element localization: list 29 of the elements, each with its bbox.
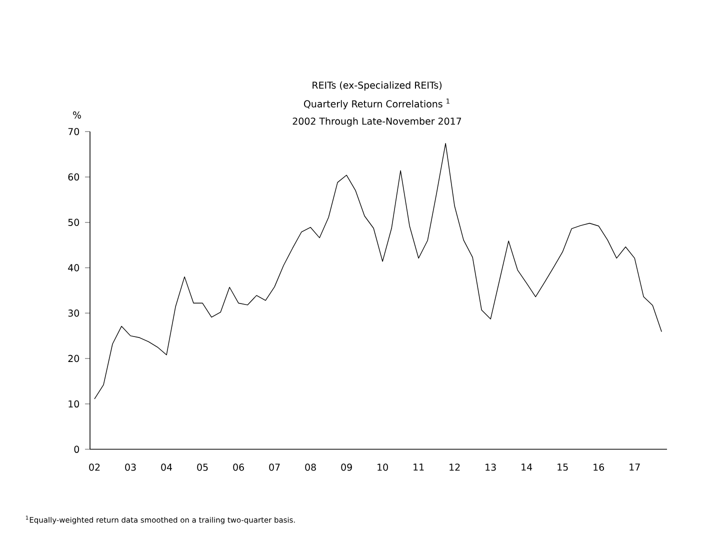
x-tick-label: 04 (161, 464, 172, 471)
x-tick-label: 14 (522, 464, 532, 471)
y-tick-label: 0 (74, 446, 80, 453)
y-tick-label: 70 (68, 128, 80, 136)
y-axis-title: % (73, 111, 81, 119)
x-tick-label: 15 (558, 464, 568, 471)
y-tick-label: 20 (68, 354, 80, 362)
y-tick-label: 60 (68, 173, 80, 181)
x-tick-label: 06 (233, 464, 244, 471)
x-tick-label: 13 (486, 464, 496, 471)
x-tick-label: 07 (269, 464, 280, 471)
chart-subtitle: Quarterly Return Correlations $^{1}$ (304, 98, 450, 110)
x-tick-label: 05 (197, 464, 208, 471)
y-tick-label: 10 (68, 400, 80, 408)
x-tick-label: 11 (414, 464, 424, 471)
x-tick-label: 09 (341, 464, 352, 471)
x-tick-label: 02 (89, 464, 100, 471)
x-tick-label: 17 (630, 464, 640, 471)
x-tick-label: 03 (125, 464, 136, 471)
y-tick-label: 40 (68, 264, 80, 272)
x-tick-label: 10 (378, 464, 388, 471)
y-tick-label: 30 (68, 310, 80, 317)
y-tick-label: 50 (68, 218, 80, 226)
x-tick-label: 12 (450, 464, 460, 471)
x-tick-label: 08 (305, 464, 316, 471)
text: 2002 Through Late-November 2017 (292, 117, 462, 127)
chart-title: REITs (ex-Specialized REITs) (312, 81, 442, 91)
line-series (94, 143, 662, 400)
x-tick-label: 16 (594, 464, 604, 471)
